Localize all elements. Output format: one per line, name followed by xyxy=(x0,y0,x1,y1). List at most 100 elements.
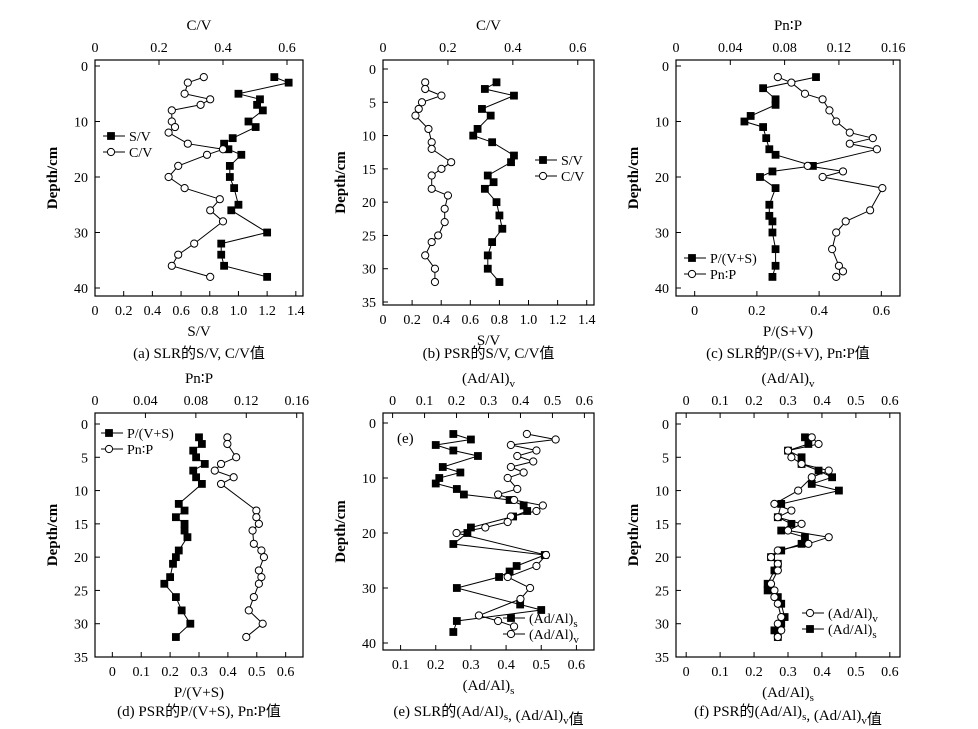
bottom-tick-label: 0 xyxy=(380,313,387,328)
data-point xyxy=(440,204,449,213)
data-point xyxy=(189,466,198,475)
data-point xyxy=(509,622,519,631)
data-point xyxy=(503,473,512,483)
data-point xyxy=(868,134,877,143)
data-point xyxy=(838,167,848,176)
y-tick-label: 0 xyxy=(81,60,88,75)
data-point xyxy=(510,91,518,100)
data-point xyxy=(192,453,201,462)
bottom-tick-label: 1.2 xyxy=(258,304,276,319)
y-tick-label: 30 xyxy=(655,227,669,242)
bottom-tick-label: 0 xyxy=(683,665,690,680)
y-tick-label: 10 xyxy=(655,485,669,500)
data-point xyxy=(192,473,201,482)
data-point xyxy=(488,138,497,147)
data-point xyxy=(773,546,782,555)
top-tick-label: 0.08 xyxy=(772,41,797,56)
y-tick-label: 20 xyxy=(362,196,376,211)
top-axis-label: (Ad/Al)v xyxy=(462,371,516,390)
data-point xyxy=(513,451,522,461)
data-point xyxy=(421,78,430,87)
data-point xyxy=(825,106,834,115)
data-point xyxy=(509,495,519,505)
y-axis-label: Depth/cm xyxy=(45,503,61,566)
y-tick-label: 10 xyxy=(362,472,376,487)
legend-label: S/V xyxy=(129,130,151,145)
top-tick-label: 0.6 xyxy=(576,394,594,409)
data-point xyxy=(773,513,782,522)
data-point xyxy=(801,533,809,542)
bottom-axis-label: S/V xyxy=(187,324,211,340)
data-point xyxy=(254,519,263,528)
data-point xyxy=(197,440,206,448)
legend-label: Pn∶P xyxy=(127,443,153,458)
data-point xyxy=(258,619,267,628)
top-axis-label: Pn∶P xyxy=(185,371,213,387)
y-axis-label: Depth/cm xyxy=(333,500,349,563)
panel-d: 0 5 10 15 20 25 30 35 Depth/cm 0 0.04 0.08 0.12 0.16 P… xyxy=(45,371,309,720)
data-point xyxy=(234,200,243,209)
series-line xyxy=(435,433,545,633)
data-point xyxy=(180,89,189,98)
data-point xyxy=(195,433,203,442)
y-tick-label: 0 xyxy=(81,418,88,433)
legend-label: S/V xyxy=(561,154,583,169)
data-point xyxy=(177,606,186,615)
data-point xyxy=(431,479,440,488)
legend-label: (Ad/Al)s xyxy=(828,623,877,641)
data-point xyxy=(437,91,446,100)
bottom-tick-label: 0.4 xyxy=(810,304,828,319)
data-point xyxy=(818,95,827,104)
top-axis-label: C/V xyxy=(186,18,211,34)
bottom-tick-label: 0.5 xyxy=(248,665,266,680)
data-point xyxy=(171,593,180,601)
data-point xyxy=(766,553,776,562)
data-point xyxy=(845,139,854,148)
data-point xyxy=(787,519,796,528)
series-line xyxy=(743,76,817,278)
data-point xyxy=(828,245,837,254)
data-point xyxy=(838,267,848,276)
bottom-tick-label: 0.6 xyxy=(881,665,899,680)
data-point xyxy=(801,433,809,442)
bottom-tick-label: 0.1 xyxy=(132,665,150,680)
data-point xyxy=(759,123,768,131)
y-tick-label: 10 xyxy=(362,130,376,145)
data-point xyxy=(270,73,279,81)
data-point xyxy=(174,250,183,259)
data-point xyxy=(437,164,446,173)
data-point xyxy=(417,98,427,107)
y-tick-label: 25 xyxy=(362,229,376,244)
y-tick-label: 10 xyxy=(74,116,88,131)
data-point xyxy=(218,217,228,226)
data-point xyxy=(197,480,206,488)
data-point xyxy=(449,540,458,548)
data-point xyxy=(803,161,812,170)
data-point xyxy=(218,145,228,154)
data-point xyxy=(797,519,806,528)
data-point xyxy=(532,506,541,516)
data-point xyxy=(473,125,482,133)
data-point xyxy=(804,440,813,448)
data-point xyxy=(249,592,258,602)
data-point xyxy=(438,463,447,471)
data-point xyxy=(541,550,551,560)
data-point xyxy=(469,131,478,140)
top-tick-label: 0.12 xyxy=(234,394,259,409)
bottom-tick-label: 0.3 xyxy=(462,658,480,673)
top-tick-label: 0.5 xyxy=(544,394,562,409)
data-point xyxy=(431,441,440,449)
data-point xyxy=(251,123,260,131)
legend: P/(V+S)Pn∶P xyxy=(684,252,757,283)
y-axis-label: Depth/cm xyxy=(333,151,349,214)
data-point xyxy=(434,231,443,240)
legend-marker xyxy=(107,132,115,140)
data-point xyxy=(217,239,226,248)
data-point xyxy=(800,89,810,98)
data-point xyxy=(414,104,423,114)
top-tick-label: 0.2 xyxy=(439,41,457,56)
y-tick-label: 40 xyxy=(655,282,669,297)
data-point xyxy=(237,150,246,159)
top-tick-label: 0.3 xyxy=(480,394,498,409)
